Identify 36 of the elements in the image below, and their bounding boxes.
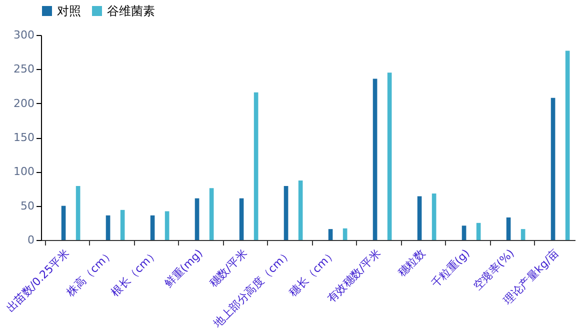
legend-label: 对照 <box>57 4 81 18</box>
bar <box>372 78 378 240</box>
bar <box>61 206 66 240</box>
bar <box>298 180 303 240</box>
y-tick-label: 250 <box>14 62 34 76</box>
x-tick-label: 穗粒数 <box>395 246 428 280</box>
bar <box>194 198 200 240</box>
y-tick-label: 200 <box>14 96 34 110</box>
bar <box>387 72 392 240</box>
bar <box>120 210 125 240</box>
bar <box>520 229 526 240</box>
bar <box>417 196 422 240</box>
bar <box>164 211 170 240</box>
x-tick-label: 千粒重(g) <box>428 246 472 290</box>
legend-label: 谷维菌素 <box>107 4 155 18</box>
bar <box>239 198 244 240</box>
x-tick-label: 根长（cm） <box>108 246 161 299</box>
bar <box>76 186 80 240</box>
y-tick-label: 150 <box>14 131 34 144</box>
y-tick-label: 50 <box>20 199 34 212</box>
bar <box>209 188 214 240</box>
y-tick-label: 0 <box>28 234 34 246</box>
bar <box>476 222 481 240</box>
y-tick-label: 100 <box>14 165 34 178</box>
bar <box>550 98 556 240</box>
bar <box>254 92 258 240</box>
bar <box>150 215 155 240</box>
bar <box>106 215 110 240</box>
bar <box>506 217 511 240</box>
bar <box>565 50 570 240</box>
y-tick-label: 300 <box>14 28 34 42</box>
bar <box>342 228 348 240</box>
bar <box>432 194 436 240</box>
bar <box>328 229 333 240</box>
bar <box>462 226 466 240</box>
bar <box>284 186 288 240</box>
